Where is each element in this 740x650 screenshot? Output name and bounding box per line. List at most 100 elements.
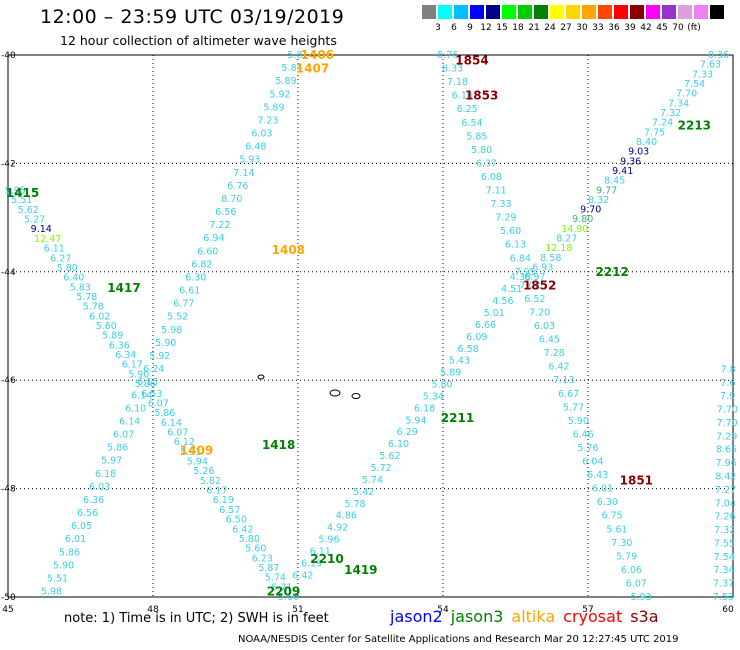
- swh-value: 6.66: [475, 320, 496, 331]
- scale-label: 6: [451, 23, 457, 33]
- swh-value: 9.70: [580, 205, 601, 216]
- map-frame: [7, 54, 734, 598]
- swh-value: 8.36: [708, 50, 729, 61]
- swh-value: 6.03: [534, 321, 555, 332]
- legend-item-jason2: jason2: [390, 607, 443, 626]
- scale-label: 3: [435, 23, 441, 33]
- scale-label: 39: [624, 23, 636, 33]
- swh-value: 6.01: [592, 484, 613, 495]
- swh-value: 6.14: [119, 416, 140, 427]
- swh-value: 7.54: [684, 79, 705, 90]
- lat-tick-label: -44: [1, 268, 16, 278]
- lon-tick-label: 45: [2, 605, 13, 615]
- swh-value: 5.86: [107, 443, 128, 454]
- scale-label: 27: [560, 23, 572, 33]
- swh-value: 6.76: [227, 181, 248, 192]
- swh-value: 6.40: [63, 273, 84, 284]
- swh-value: 14.90: [561, 224, 588, 235]
- lon-tick-label: 60: [722, 605, 734, 615]
- swh-value: 7.70: [717, 405, 738, 416]
- swh-value: 8.42: [715, 471, 736, 482]
- footnote: note: 1) Time is in UTC; 2) SWH is in fe…: [64, 611, 329, 626]
- lat-tick-label: -40: [1, 51, 16, 61]
- swh-value: 6.18: [414, 403, 435, 414]
- swh-value: 5.93: [631, 592, 652, 603]
- swh-value: 6.07: [148, 398, 169, 409]
- swh-value: 5.72: [371, 463, 392, 474]
- swh-value: 5.91: [180, 447, 201, 458]
- pass-time-label: 2210: [310, 552, 343, 566]
- swh-value: 7.70: [716, 418, 737, 429]
- swh-value: 6.43: [587, 470, 608, 481]
- legend-item-s3a: s3a: [630, 607, 659, 626]
- lat-tick-label: -50: [1, 593, 16, 603]
- swh-value: 6.29: [397, 427, 418, 438]
- swh-value: 5.98: [161, 325, 182, 336]
- swh-value: 6.50: [226, 515, 247, 526]
- swh-value: 6.18: [95, 469, 116, 480]
- scale-swatch: [486, 5, 500, 19]
- swh-value: 5.80: [431, 380, 452, 391]
- swh-value: 7.54: [714, 552, 735, 563]
- swh-value: 7.75: [644, 127, 665, 138]
- swh-value: 6.36: [109, 340, 130, 351]
- swh-value: 6.07: [626, 578, 647, 589]
- swh-value: 5.27: [24, 215, 45, 226]
- swh-value: 6.10: [125, 403, 146, 414]
- swh-value: 5.94: [187, 457, 208, 468]
- scale-swatch: [678, 5, 692, 19]
- scale-label: 21: [528, 23, 540, 33]
- swh-value: 5.98: [41, 587, 62, 598]
- swh-value: 5.93: [239, 155, 260, 166]
- island-outline: [329, 389, 341, 397]
- swh-value: 6.17: [122, 360, 143, 371]
- swh-value: 6.17: [206, 486, 227, 497]
- pass-time-label: 1408: [272, 243, 305, 257]
- swh-value: 5.85: [466, 131, 487, 142]
- swh-value: 5.80: [57, 263, 78, 274]
- scale-label: 45: [656, 23, 668, 33]
- swh-value: 6.42: [232, 524, 253, 535]
- scale-swatch: [534, 5, 548, 19]
- swh-value: 5.01: [484, 308, 505, 319]
- swh-value: 5.89: [440, 368, 461, 379]
- swh-value: 7.11: [486, 186, 507, 197]
- swh-value: 7.27: [715, 485, 736, 496]
- swh-value: 8.76: [437, 50, 458, 61]
- swh-value: 5.86: [154, 408, 175, 419]
- swh-value: 6.25: [457, 104, 478, 115]
- scale-swatch: [582, 5, 596, 19]
- lat-tick-label: -46: [1, 376, 16, 386]
- swh-value: 6.11: [310, 546, 331, 557]
- swh-value: 5.80: [239, 534, 260, 545]
- swh-value: 5.78: [76, 292, 97, 303]
- swh-value: 6.77: [173, 299, 194, 310]
- pass-time-label: 1852: [523, 278, 556, 292]
- scale-label: 18: [512, 23, 524, 33]
- lon-tick-label: 51: [292, 605, 303, 615]
- swh-value: 4.86: [336, 511, 357, 522]
- scale-swatch: [598, 5, 612, 19]
- swh-value: 5.94: [405, 415, 426, 426]
- scale-label: (ft): [687, 23, 701, 33]
- scale-label: 30: [576, 23, 588, 33]
- swh-value: 4.51: [501, 284, 522, 295]
- swh-value: 7.20: [529, 307, 550, 318]
- swh-value: 6.01: [65, 534, 86, 545]
- scale-swatch: [422, 5, 436, 19]
- legend-item-altika: altika: [511, 607, 556, 626]
- swh-value: 6.16: [452, 91, 473, 102]
- scale-label: 24: [544, 23, 556, 33]
- swh-value: 7.02: [519, 280, 540, 291]
- pass-time-label: 2212: [595, 265, 628, 279]
- swh-value: 7.37: [713, 579, 734, 590]
- swh-value: 7.33: [692, 69, 713, 80]
- swh-value: 5.60: [500, 226, 521, 237]
- swh-value: 6.07: [167, 427, 188, 438]
- swh-value: 4.38: [510, 272, 531, 283]
- swh-value: 7.30: [611, 538, 632, 549]
- swh-value: 5.76: [577, 443, 598, 454]
- swh-value: 7.29: [716, 431, 737, 442]
- swh-value: 5.60: [245, 544, 266, 555]
- swh-value: 6.05: [71, 521, 92, 532]
